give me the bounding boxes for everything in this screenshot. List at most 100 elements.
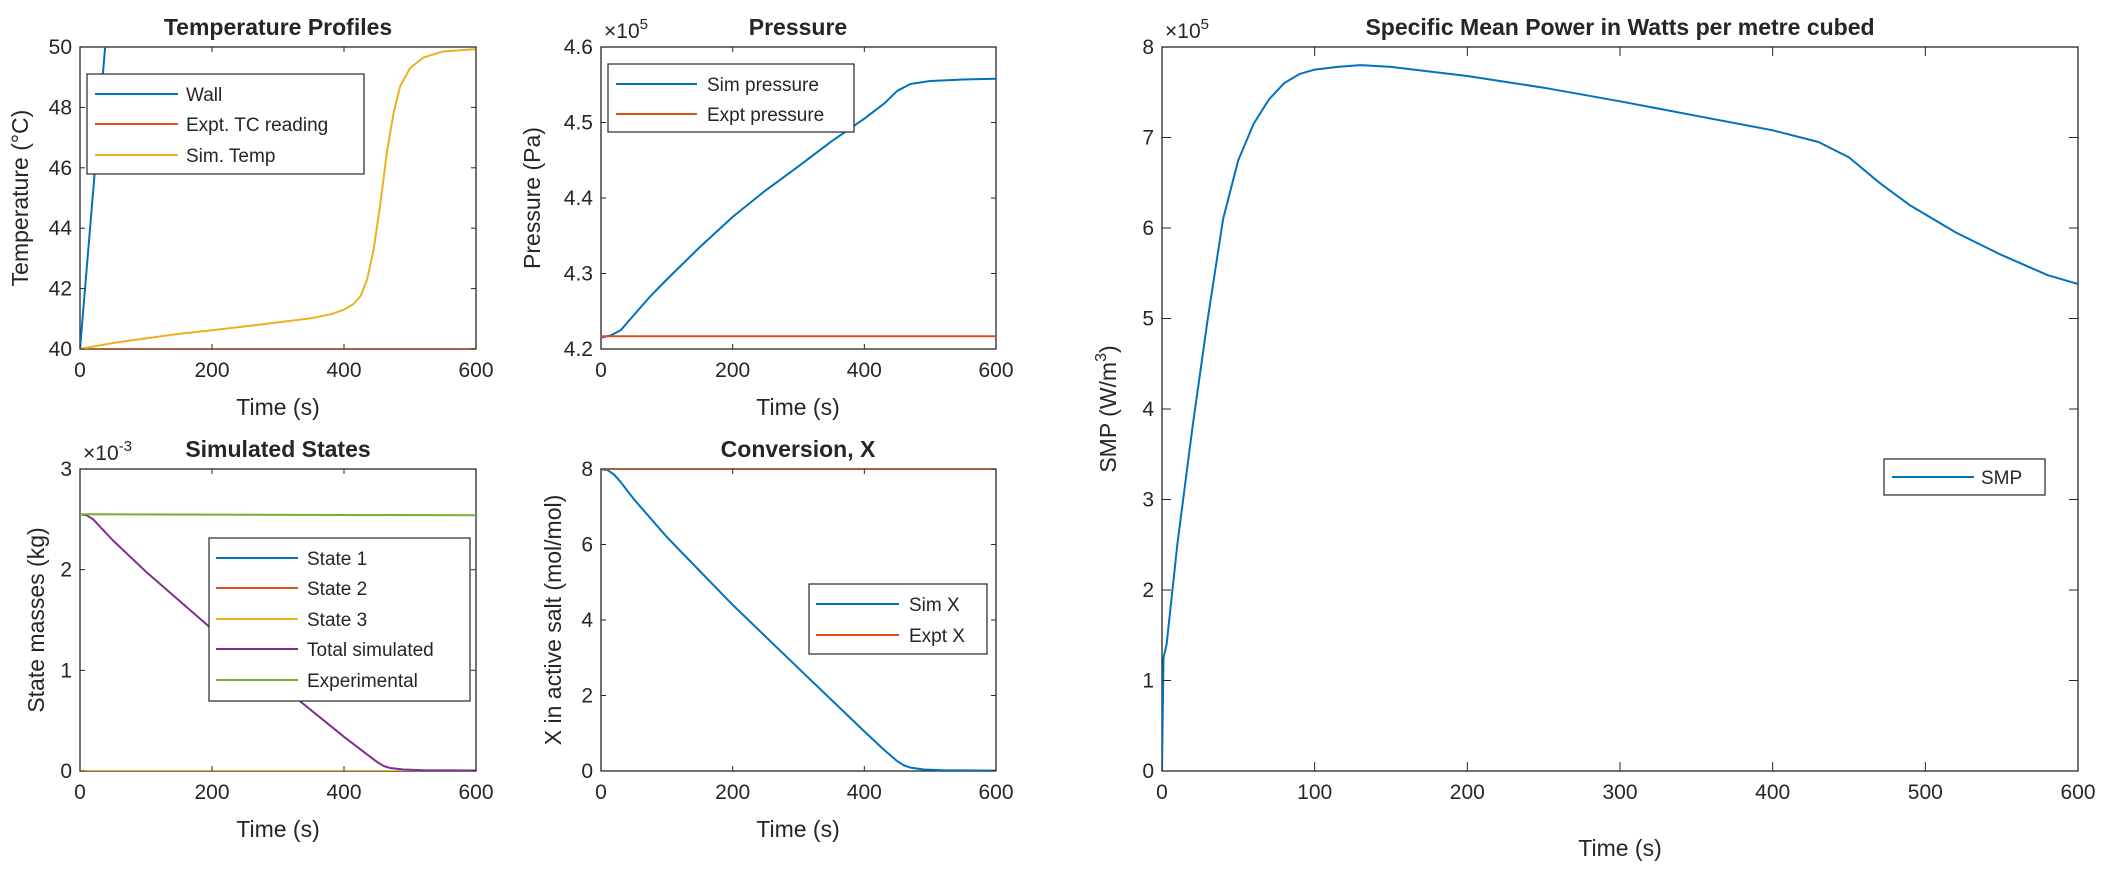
conversion-ylabel: X in active salt (mol/mol) (540, 495, 566, 746)
states-series-group (80, 513, 476, 771)
pressure-xtick-label: 400 (847, 359, 882, 382)
pressure-ylabel: Pressure (Pa) (519, 127, 545, 269)
states-xtick-label: 200 (194, 781, 229, 804)
conversion-series-sim-x (601, 469, 996, 771)
legend-label-expt-pressure: Expt pressure (707, 105, 824, 126)
pressure-ytick-label: 4.6 (564, 36, 593, 59)
states-ytick-label: 1 (60, 659, 72, 682)
smp-xtick-label: 100 (1297, 781, 1332, 804)
conversion-ytick-label: 4 (581, 609, 593, 632)
conversion-ytick-label: 2 (581, 685, 593, 708)
smp-y-exponent: ×105 (1165, 16, 1209, 43)
temperature-title: Temperature Profiles (164, 14, 392, 40)
states-y-exponent: ×10-3 (83, 438, 132, 465)
pressure-ytick-label: 4.3 (564, 263, 593, 286)
pressure-series-group (601, 77, 996, 339)
smp-ytick-label: 2 (1142, 579, 1154, 602)
smp-ytick-label: 6 (1142, 217, 1154, 240)
pressure-ytick-label: 4.4 (564, 187, 594, 210)
smp-xtick-label: 300 (1602, 781, 1637, 804)
legend-label-expt-tc: Expt. TC reading (186, 115, 328, 136)
states-ytick-label: 3 (60, 458, 72, 481)
states-xtick-label: 0 (74, 781, 86, 804)
legend-label-sim-pressure: Sim pressure (707, 75, 819, 96)
temperature-xtick-label: 200 (194, 359, 229, 382)
temperature-series-sim-temp (80, 48, 476, 349)
conversion-legend: Sim X Expt X (808, 583, 988, 655)
conversion-xtick-label: 400 (847, 781, 882, 804)
conversion-chart: 0 200 400 600 0 2 4 6 8 Conversion, X Time (s) X… (540, 436, 1014, 842)
states-ylabel: State masses (kg) (23, 527, 49, 712)
smp-ylabel: SMP (W/m3) (1093, 345, 1121, 472)
temperature-ylabel: Temperature (°C) (7, 110, 33, 287)
temperature-ytick-label: 48 (49, 96, 72, 119)
pressure-title: Pressure (749, 14, 847, 40)
pressure-ytick-label: 4.2 (564, 338, 593, 361)
states-xtick-label: 600 (458, 781, 493, 804)
temperature-xlabel: Time (s) (236, 394, 319, 420)
legend-label-smp: SMP (1981, 468, 2022, 489)
temperature-ytick-label: 44 (49, 217, 73, 240)
smp-ytick-label: 7 (1142, 127, 1154, 150)
pressure-ticks: 0 200 400 600 4.2 4.3 4.4 4.5 4.6 (564, 36, 1014, 382)
conversion-title: Conversion, X (721, 436, 876, 462)
conversion-xlabel: Time (s) (756, 816, 839, 842)
smp-legend: SMP (1883, 458, 2046, 496)
smp-ytick-label: 1 (1142, 670, 1154, 693)
conversion-ytick-label: 8 (581, 458, 593, 481)
temperature-xtick-label: 400 (326, 359, 361, 382)
temperature-series-group (80, 47, 476, 349)
pressure-xlabel: Time (s) (756, 394, 839, 420)
legend-label-state-1: State 1 (307, 549, 367, 570)
pressure-chart: 0 200 400 600 4.2 4.3 4.4 4.5 4.6 ×105 Pressure … (519, 14, 1014, 420)
pressure-y-exponent: ×105 (604, 16, 648, 43)
smp-title: Specific Mean Power in Watts per metre c… (1365, 14, 1874, 40)
temperature-ticks: 0 200 400 600 40 42 44 46 48 50 (49, 36, 494, 382)
legend-label-sim-x: Sim X (909, 595, 960, 616)
conversion-xtick-label: 600 (978, 781, 1013, 804)
states-legend: State 1 State 2 State 3 Total simulated … (208, 537, 471, 702)
states-chart: 0 200 400 600 0 1 2 3 ×10-3 Simulated States Ti… (23, 436, 494, 842)
temperature-xtick-label: 0 (74, 359, 86, 382)
states-ticks: 0 200 400 600 0 1 2 3 (60, 458, 493, 804)
temperature-legend: Wall Expt. TC reading Sim. Temp (86, 73, 365, 175)
conversion-ytick-label: 6 (581, 534, 593, 557)
states-series-total-simulated (80, 513, 476, 771)
legend-label-wall: Wall (186, 85, 222, 106)
temperature-ytick-label: 50 (49, 36, 72, 59)
smp-xtick-label: 0 (1156, 781, 1168, 804)
smp-chart: 0 100 200 300 400 500 600 0 1 2 3 4 5 6 7 8 ×105 Specif… (1093, 14, 2096, 861)
smp-xlabel: Time (s) (1578, 835, 1661, 861)
conversion-ticks: 0 200 400 600 0 2 4 6 8 (581, 458, 1013, 804)
temperature-legend-box (86, 73, 365, 175)
states-xlabel: Time (s) (236, 816, 319, 842)
smp-ytick-label: 8 (1142, 36, 1154, 59)
pressure-xtick-label: 200 (715, 359, 750, 382)
smp-ytick-label: 0 (1142, 760, 1154, 783)
smp-series-smp (1162, 64, 2078, 771)
smp-ytick-label: 4 (1142, 398, 1154, 421)
conversion-series-group (601, 469, 996, 771)
temperature-ytick-label: 42 (49, 278, 72, 301)
conversion-xtick-label: 0 (595, 781, 607, 804)
pressure-series-sim-pressure (601, 77, 996, 339)
states-xtick-label: 400 (326, 781, 361, 804)
pressure-legend-box (607, 63, 855, 133)
smp-ytick-label: 3 (1142, 489, 1154, 512)
smp-xtick-label: 500 (1908, 781, 1943, 804)
pressure-ytick-label: 4.5 (564, 112, 593, 135)
conversion-xtick-label: 200 (715, 781, 750, 804)
smp-plot-area (1161, 46, 2079, 772)
conversion-ytick-label: 0 (581, 760, 593, 783)
states-ytick-label: 2 (60, 559, 72, 582)
legend-label-state-2: State 2 (307, 579, 367, 600)
legend-label-state-3: State 3 (307, 610, 367, 631)
conversion-legend-box (808, 583, 988, 655)
pressure-xtick-label: 600 (978, 359, 1013, 382)
smp-ticks: 0 100 200 300 400 500 600 0 1 2 3 4 5 6 7 8 (1142, 36, 2095, 804)
pressure-xtick-label: 0 (595, 359, 607, 382)
legend-label-experimental: Experimental (307, 671, 418, 692)
legend-label-total-simulated: Total simulated (307, 640, 434, 661)
smp-xtick-label: 600 (2060, 781, 2095, 804)
